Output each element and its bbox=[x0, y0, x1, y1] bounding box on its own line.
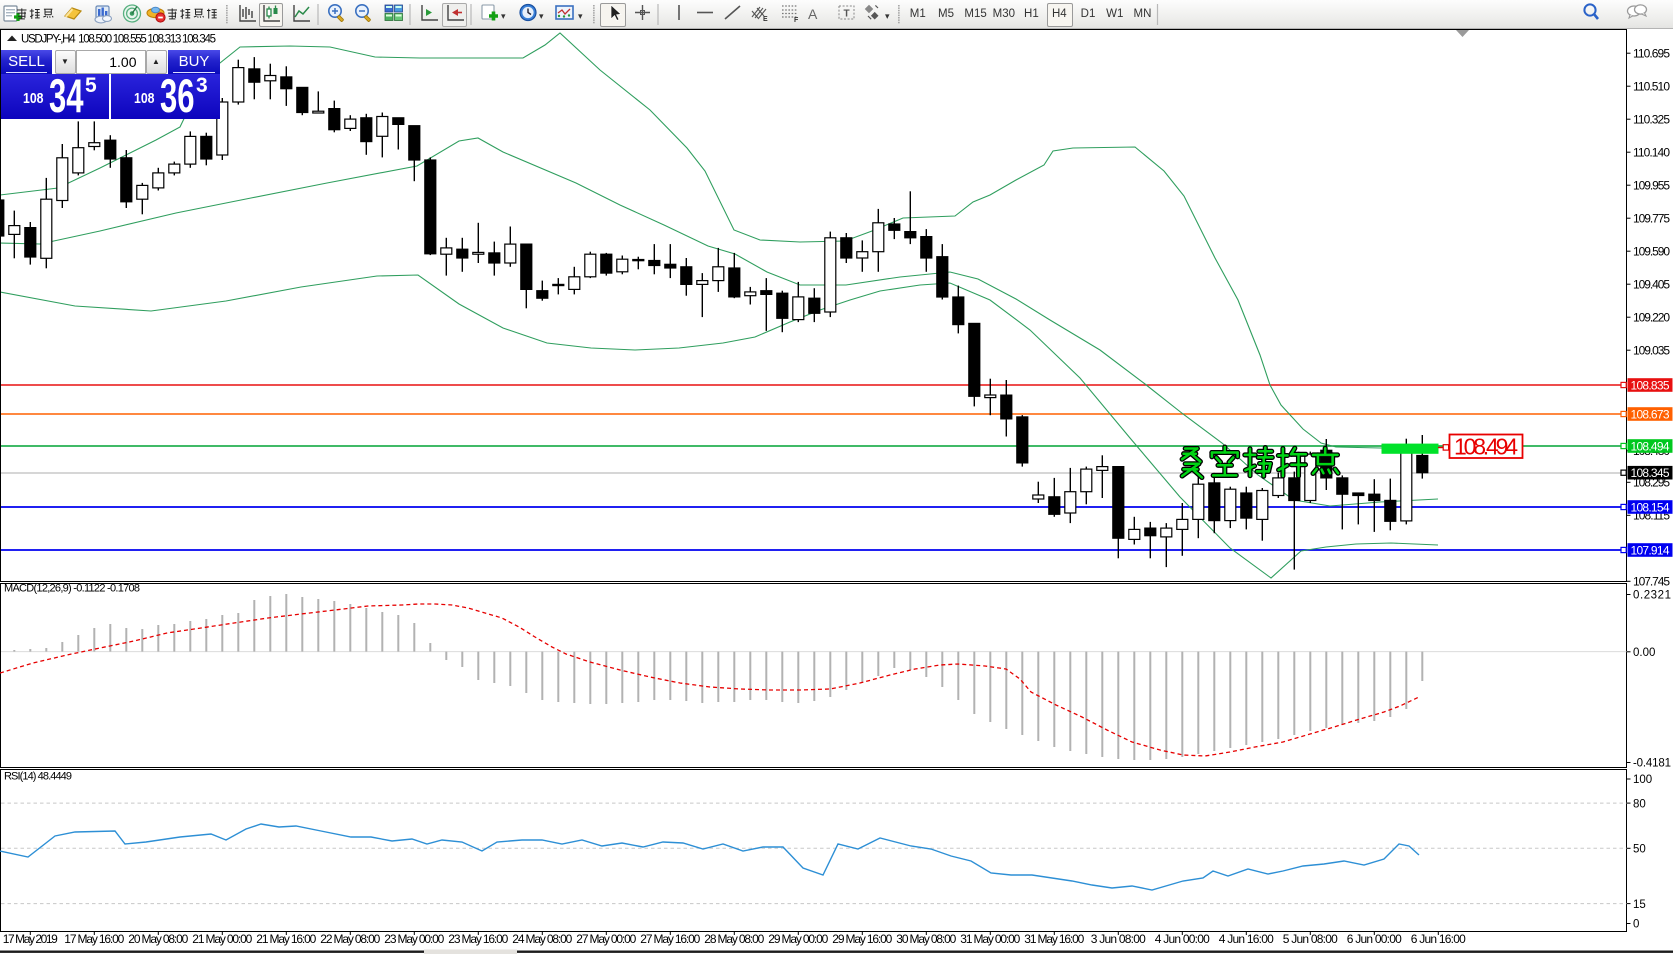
svg-text:29 May 16:00: 29 May 16:00 bbox=[832, 932, 892, 946]
svg-text:50: 50 bbox=[1633, 844, 1646, 856]
svg-text:109.220: 109.220 bbox=[1633, 310, 1670, 324]
svg-text:108.835: 108.835 bbox=[1631, 378, 1670, 392]
svg-text:28 May 08:00: 28 May 08:00 bbox=[704, 932, 764, 946]
svg-text:24 May 08:00: 24 May 08:00 bbox=[512, 932, 572, 946]
svg-text:107.914: 107.914 bbox=[1631, 543, 1670, 557]
svg-text:21 May 00:00: 21 May 00:00 bbox=[192, 932, 252, 946]
svg-text:17 May 2019: 17 May 2019 bbox=[3, 932, 58, 946]
svg-text:110.325: 110.325 bbox=[1633, 112, 1670, 126]
svg-text:6 Jun 16:00: 6 Jun 16:00 bbox=[1411, 932, 1466, 946]
svg-text:0.00: 0.00 bbox=[1633, 647, 1655, 659]
svg-text:E: E bbox=[763, 16, 768, 23]
svg-text:27 May 00:00: 27 May 00:00 bbox=[576, 932, 636, 946]
svg-text:108.154: 108.154 bbox=[1631, 500, 1670, 514]
svg-text:-0.4181: -0.4181 bbox=[1633, 758, 1671, 770]
svg-text:108.494: 108.494 bbox=[1454, 434, 1518, 460]
svg-text:109.405: 109.405 bbox=[1633, 277, 1670, 291]
svg-text:110.510: 110.510 bbox=[1633, 79, 1670, 93]
svg-text:29 May 00:00: 29 May 00:00 bbox=[768, 932, 828, 946]
svg-text:109.955: 109.955 bbox=[1633, 178, 1670, 192]
svg-text:108.345: 108.345 bbox=[1631, 466, 1670, 480]
svg-text:30 May 08:00: 30 May 08:00 bbox=[896, 932, 956, 946]
svg-text:22 May 08:00: 22 May 08:00 bbox=[320, 932, 380, 946]
svg-text:110.695: 110.695 bbox=[1633, 46, 1670, 60]
svg-text:T: T bbox=[844, 9, 850, 20]
svg-text:0: 0 bbox=[1633, 919, 1639, 931]
svg-text:31 May 16:00: 31 May 16:00 bbox=[1024, 932, 1084, 946]
svg-text:23 May 16:00: 23 May 16:00 bbox=[448, 932, 508, 946]
svg-text:4 Jun 00:00: 4 Jun 00:00 bbox=[1155, 932, 1210, 946]
svg-text:6 Jun 00:00: 6 Jun 00:00 bbox=[1347, 932, 1402, 946]
svg-text:23 May 00:00: 23 May 00:00 bbox=[384, 932, 444, 946]
svg-text:5 Jun 08:00: 5 Jun 08:00 bbox=[1283, 932, 1338, 946]
svg-text:27 May 16:00: 27 May 16:00 bbox=[640, 932, 700, 946]
svg-text:17 May 16:00: 17 May 16:00 bbox=[64, 932, 124, 946]
svg-text:80: 80 bbox=[1633, 798, 1646, 810]
svg-text:110.140: 110.140 bbox=[1633, 145, 1670, 159]
svg-text:100: 100 bbox=[1633, 774, 1652, 786]
svg-text:3 Jun 08:00: 3 Jun 08:00 bbox=[1091, 932, 1146, 946]
svg-text:20 May 08:00: 20 May 08:00 bbox=[128, 932, 188, 946]
svg-text:15: 15 bbox=[1633, 899, 1646, 911]
svg-text:USDJPY-,H4 108.500 108.555 10: USDJPY-,H4 108.500 108.555 108.313 108.3… bbox=[21, 34, 216, 46]
svg-text:109.775: 109.775 bbox=[1633, 211, 1670, 225]
svg-text:4 Jun 16:00: 4 Jun 16:00 bbox=[1219, 932, 1274, 946]
svg-text:RSI(14) 48.4449: RSI(14) 48.4449 bbox=[4, 771, 72, 783]
svg-text:F: F bbox=[794, 17, 799, 24]
svg-text:109.035: 109.035 bbox=[1633, 343, 1670, 357]
svg-text:31 May 00:00: 31 May 00:00 bbox=[960, 932, 1020, 946]
svg-text:0.2321: 0.2321 bbox=[1633, 590, 1671, 602]
svg-text:21 May 16:00: 21 May 16:00 bbox=[256, 932, 316, 946]
svg-text:107.745: 107.745 bbox=[1633, 575, 1670, 589]
svg-text:108.494: 108.494 bbox=[1631, 439, 1670, 453]
svg-text:MACD(12,26,9) -0.1122 -0.1708: MACD(12,26,9) -0.1122 -0.1708 bbox=[4, 583, 140, 595]
svg-text:108.673: 108.673 bbox=[1631, 407, 1670, 421]
svg-text:109.590: 109.590 bbox=[1633, 244, 1670, 258]
